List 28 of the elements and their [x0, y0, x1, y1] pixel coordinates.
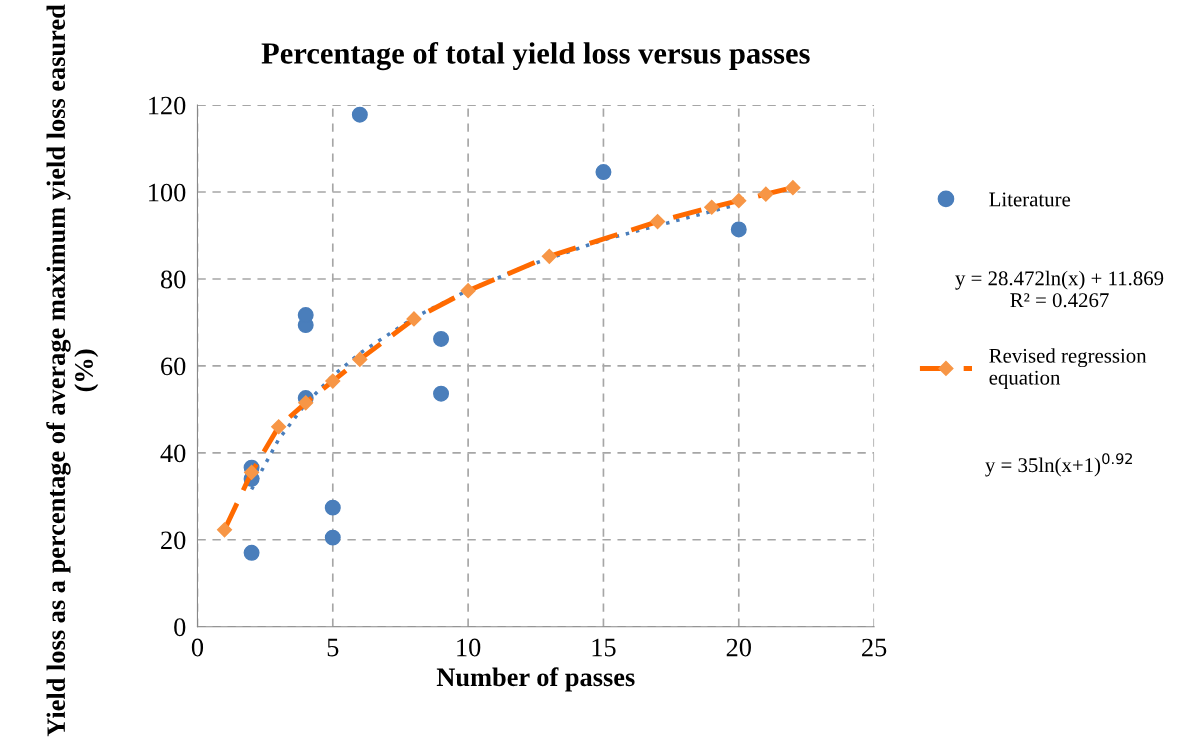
x-tick-label: 25 — [862, 638, 887, 657]
text: y = 35ln(x+1)$^{0.92}$ — [985, 453, 1132, 477]
point — [433, 385, 450, 402]
y-tick-label: 0 — [174, 618, 186, 637]
point — [324, 529, 341, 546]
x-tick-label: 20 — [726, 638, 751, 657]
point — [324, 499, 341, 516]
chart-title: Percentage of total yield loss versus passes — [261, 41, 810, 71]
legend-label: Revised regression equation — [989, 348, 1147, 389]
text: y = 28.472ln(x) + 11.869 R² = 0.4267 — [955, 270, 1164, 308]
x-tick-label: 0 — [191, 638, 204, 657]
y-tick-label: 100 — [149, 183, 186, 202]
x-tick-label: 15 — [592, 638, 616, 657]
point — [351, 106, 368, 123]
legend-label: Literature — [989, 192, 1071, 207]
y-tick-label: 20 — [161, 531, 186, 550]
x-tick-label: 10 — [457, 638, 481, 657]
y-tick-label: 40 — [160, 444, 186, 463]
point — [433, 330, 450, 347]
point — [243, 544, 260, 561]
y-tick-label: 60 — [161, 357, 186, 376]
point — [595, 164, 612, 181]
y-tick-label: 80 — [160, 270, 186, 289]
y-axis-title: Yield loss as a percentage of average maximum yield loss easured (%) — [46, 4, 99, 737]
point — [730, 221, 747, 238]
y-tick-label: 120 — [149, 96, 186, 115]
x-axis-title: Number of passes — [436, 667, 635, 692]
x-tick-label: 5 — [327, 638, 339, 657]
